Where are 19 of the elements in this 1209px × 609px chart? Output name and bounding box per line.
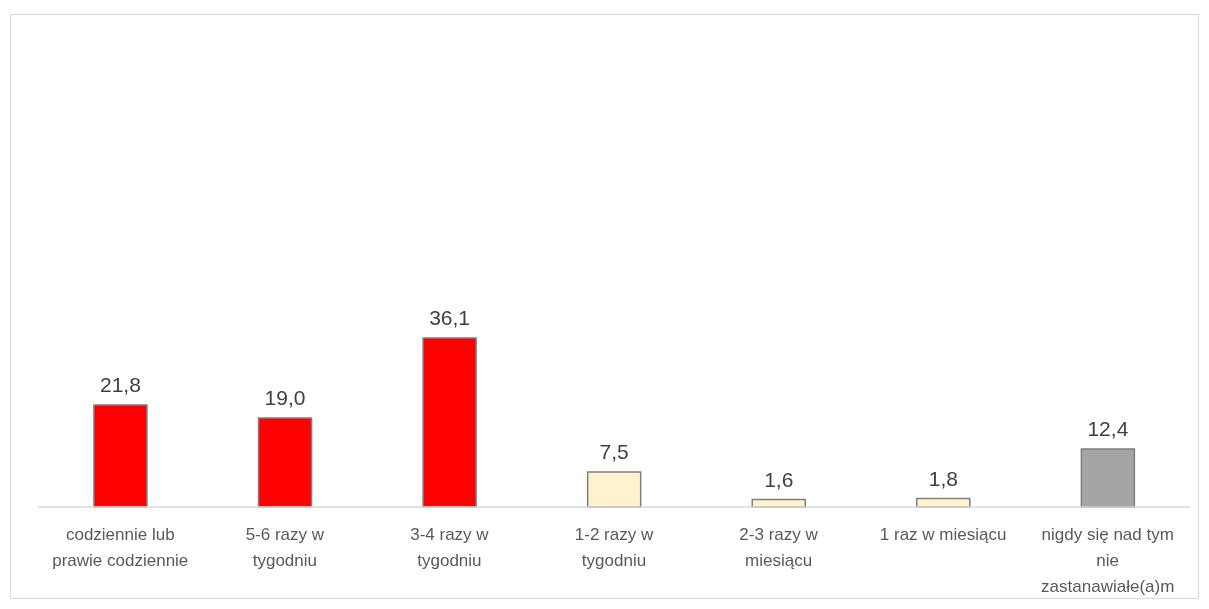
- data-label: 12,4: [1087, 416, 1129, 440]
- bar: [422, 337, 477, 508]
- data-label: 1,8: [928, 466, 958, 490]
- data-label: 19,0: [264, 386, 306, 410]
- data-label: 7,5: [599, 439, 629, 463]
- bar: [257, 417, 313, 508]
- x-tick-label: 3-4 razy w tygodniu: [410, 525, 490, 570]
- data-label: 21,8: [100, 372, 141, 396]
- x-tick-label: 1-2 razy w tygodniu: [574, 525, 654, 570]
- x-tick-label: nigdy się nad tym nie zastanawiałe(a)m: [1041, 525, 1175, 596]
- bar: [1080, 448, 1136, 508]
- bar: [93, 404, 148, 508]
- bar: [586, 471, 642, 508]
- x-tick-label: 1 raz w miesiącu: [879, 525, 1007, 544]
- x-tick-label: 5-6 razy w tygodniu: [245, 525, 325, 570]
- data-label: 1,6: [764, 467, 794, 491]
- x-tick-label: codziennie lub prawie codziennie: [52, 525, 189, 570]
- x-tick-label: 2-3 razy w miesiącu: [739, 525, 819, 570]
- data-label: 36,1: [429, 306, 471, 329]
